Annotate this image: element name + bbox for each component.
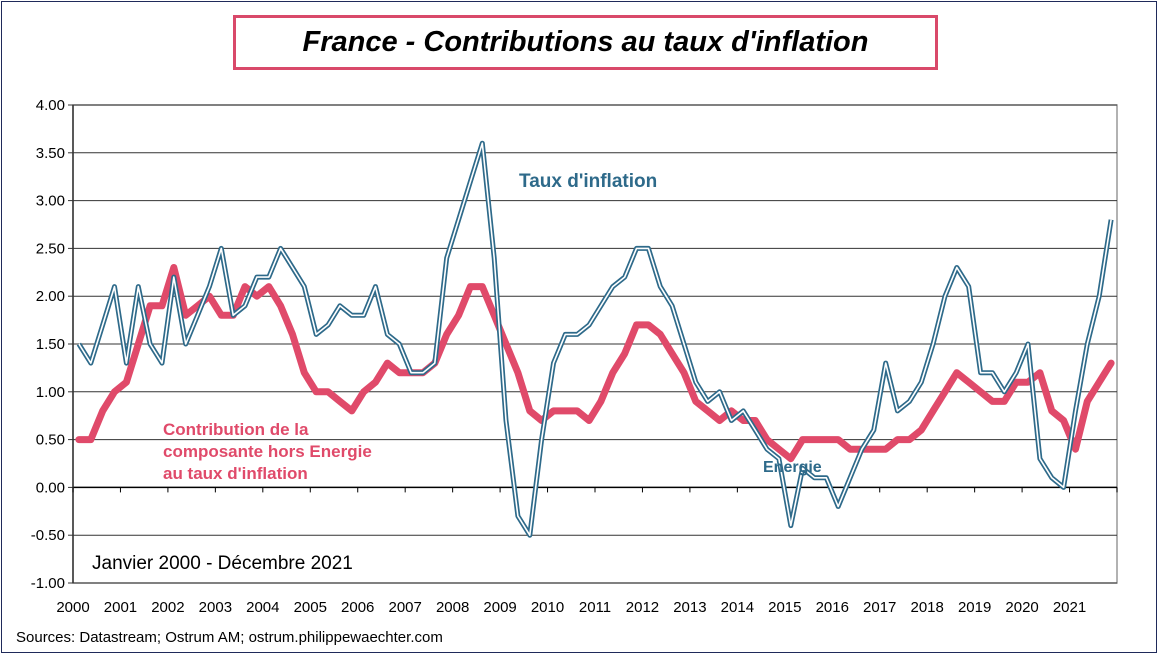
x-tick-label: 2009 (483, 599, 516, 616)
x-tick-label: 2002 (151, 599, 184, 616)
energy-label: Energie (763, 459, 822, 476)
x-tick-label: 2017 (863, 599, 896, 616)
y-tick-label: 1.50 (36, 336, 65, 353)
y-tick-label: 1.00 (36, 384, 65, 401)
x-tick-label: 2010 (531, 599, 564, 616)
x-tick-label: 2003 (199, 599, 232, 616)
source-note: Sources: Datastream; Ostrum AM; ostrum.p… (16, 629, 443, 646)
y-tick-label: -0.50 (31, 527, 65, 544)
series-line-inflation-inner (78, 142, 1112, 537)
y-tick-label: -1.00 (31, 575, 65, 592)
x-tick-label: 2011 (579, 599, 611, 616)
x-tick-label: 2007 (388, 599, 421, 616)
x-tick-label: 2000 (56, 599, 89, 616)
chart-subtitle: Janvier 2000 - Décembre 2021 (92, 553, 353, 574)
y-tick-label: 4.00 (36, 97, 65, 114)
y-tick-label: 3.50 (36, 145, 65, 162)
x-tick-label: 2014 (721, 599, 754, 616)
x-tick-label: 2005 (294, 599, 327, 616)
x-tick-label: 2021 (1053, 599, 1086, 616)
x-tick-label: 2013 (673, 599, 706, 616)
x-tick-label: 2001 (104, 599, 137, 616)
y-tick-label: 0.50 (36, 432, 65, 449)
x-tick-label: 2018 (910, 599, 943, 616)
x-tick-label: 2019 (958, 599, 991, 616)
y-tick-label: 3.00 (36, 193, 65, 210)
x-tick-label: 2012 (626, 599, 659, 616)
y-tick-label: 2.50 (36, 240, 65, 257)
x-tick-label: 2008 (436, 599, 469, 616)
x-tick-label: 2015 (768, 599, 801, 616)
chart-title-box: France - Contributions au taux d'inflati… (233, 15, 938, 70)
core-series-label-line: Contribution de la (163, 420, 309, 439)
x-tick-label: 2020 (1005, 599, 1038, 616)
chart-title: France - Contributions au taux d'inflati… (302, 26, 869, 58)
y-tick-label: 2.00 (36, 288, 65, 305)
y-tick-label: 0.00 (36, 479, 65, 496)
x-tick-label: 2016 (816, 599, 849, 616)
core-series-label-line: composante hors Energie (163, 442, 372, 461)
x-tick-label: 2004 (246, 599, 279, 616)
x-tick-label: 2006 (341, 599, 374, 616)
core-series-label-line: au taux d'inflation (163, 464, 308, 483)
inflation-series-label: Taux d'inflation (519, 171, 657, 192)
